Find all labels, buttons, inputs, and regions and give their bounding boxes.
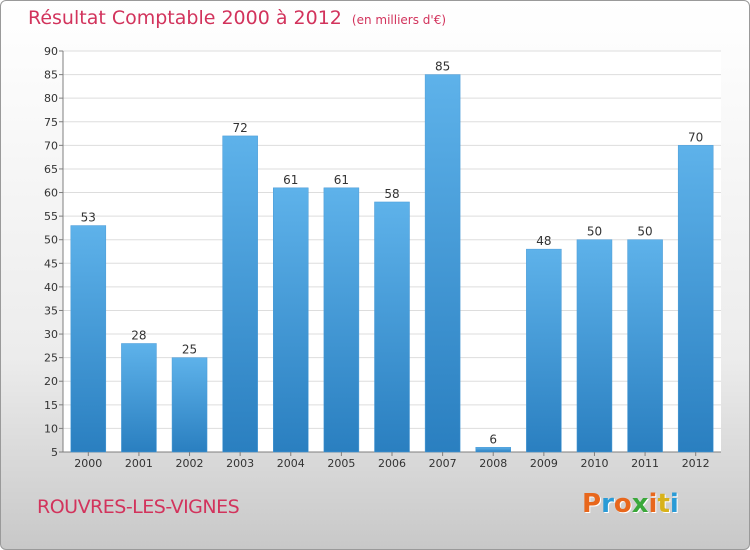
bar-value-label: 25 [182, 343, 197, 357]
y-tick-label: 80 [44, 92, 58, 105]
y-tick-label: 20 [44, 375, 58, 388]
bar [171, 357, 208, 453]
bar-value-label: 48 [536, 234, 551, 248]
bar [475, 447, 511, 453]
y-tick-label: 45 [44, 257, 58, 270]
bar-value-label: 28 [131, 328, 146, 342]
y-tick-label: 25 [44, 352, 58, 365]
bar-value-label: 58 [384, 187, 399, 201]
bar [526, 248, 562, 453]
bar-value-label: 72 [233, 121, 248, 135]
y-tick-label: 35 [44, 304, 58, 317]
x-tick-label: 2003 [226, 457, 254, 470]
bar-value-label: 53 [81, 211, 96, 225]
logo-letter: o [613, 489, 632, 519]
y-tick-label: 55 [44, 210, 58, 223]
x-tick-label: 2005 [327, 457, 355, 470]
x-tick-label: 2006 [378, 457, 406, 470]
logo-letter: P [582, 489, 602, 519]
bar [273, 187, 309, 453]
y-tick-label: 90 [44, 45, 58, 58]
x-tick-label: 2010 [580, 457, 608, 470]
x-tick-label: 2011 [631, 457, 659, 470]
bar [222, 135, 258, 453]
bar [424, 74, 461, 453]
y-tick-label: 50 [44, 234, 58, 247]
y-tick-label: 85 [44, 69, 58, 82]
bar [374, 201, 410, 453]
bar-value-label: 50 [587, 225, 602, 239]
y-tick-label: 5 [51, 446, 58, 459]
chart-title-main: Résultat Comptable 2000 à 2012 [28, 7, 342, 29]
x-tick-label: 2012 [682, 457, 710, 470]
bar-value-label: 61 [334, 173, 349, 187]
y-tick-label: 65 [44, 163, 58, 176]
proxiti-logo: Proxiti [582, 489, 679, 519]
logo-letter: r [601, 489, 614, 519]
bar-value-label: 70 [688, 130, 703, 144]
bar [627, 239, 663, 453]
bar-value-label: 6 [489, 432, 497, 446]
bar-value-label: 61 [283, 173, 298, 187]
bar [677, 145, 714, 453]
bar-value-label: 85 [435, 60, 450, 74]
x-tick-label: 2007 [429, 457, 457, 470]
x-tick-label: 2001 [125, 457, 153, 470]
bar [576, 239, 613, 453]
bar [121, 343, 157, 453]
x-tick-label: 2002 [176, 457, 204, 470]
bar-value-label: 50 [637, 225, 652, 239]
bar [323, 187, 360, 453]
y-tick-label: 75 [44, 116, 58, 129]
chart-title-unit: (en milliers d'€) [351, 13, 447, 27]
y-tick-label: 10 [44, 422, 58, 435]
x-tick-label: 2004 [277, 457, 305, 470]
bar [70, 225, 107, 453]
y-tick-label: 60 [44, 187, 58, 200]
y-tick-label: 40 [44, 281, 58, 294]
y-tick-label: 30 [44, 328, 58, 341]
commune-name: ROUVRES-LES-VIGNES [37, 496, 240, 518]
logo-letter: t [657, 489, 670, 519]
logo-letter: x [631, 489, 649, 519]
x-tick-label: 2008 [479, 457, 507, 470]
logo-letter: i [648, 489, 658, 519]
logo-letter: i [669, 489, 679, 519]
y-tick-label: 15 [44, 399, 58, 412]
x-tick-label: 2000 [74, 457, 102, 470]
y-tick-label: 70 [44, 139, 58, 152]
x-tick-label: 2009 [530, 457, 558, 470]
chart-title: Résultat Comptable 2000 à 2012 (en millie… [28, 7, 446, 29]
